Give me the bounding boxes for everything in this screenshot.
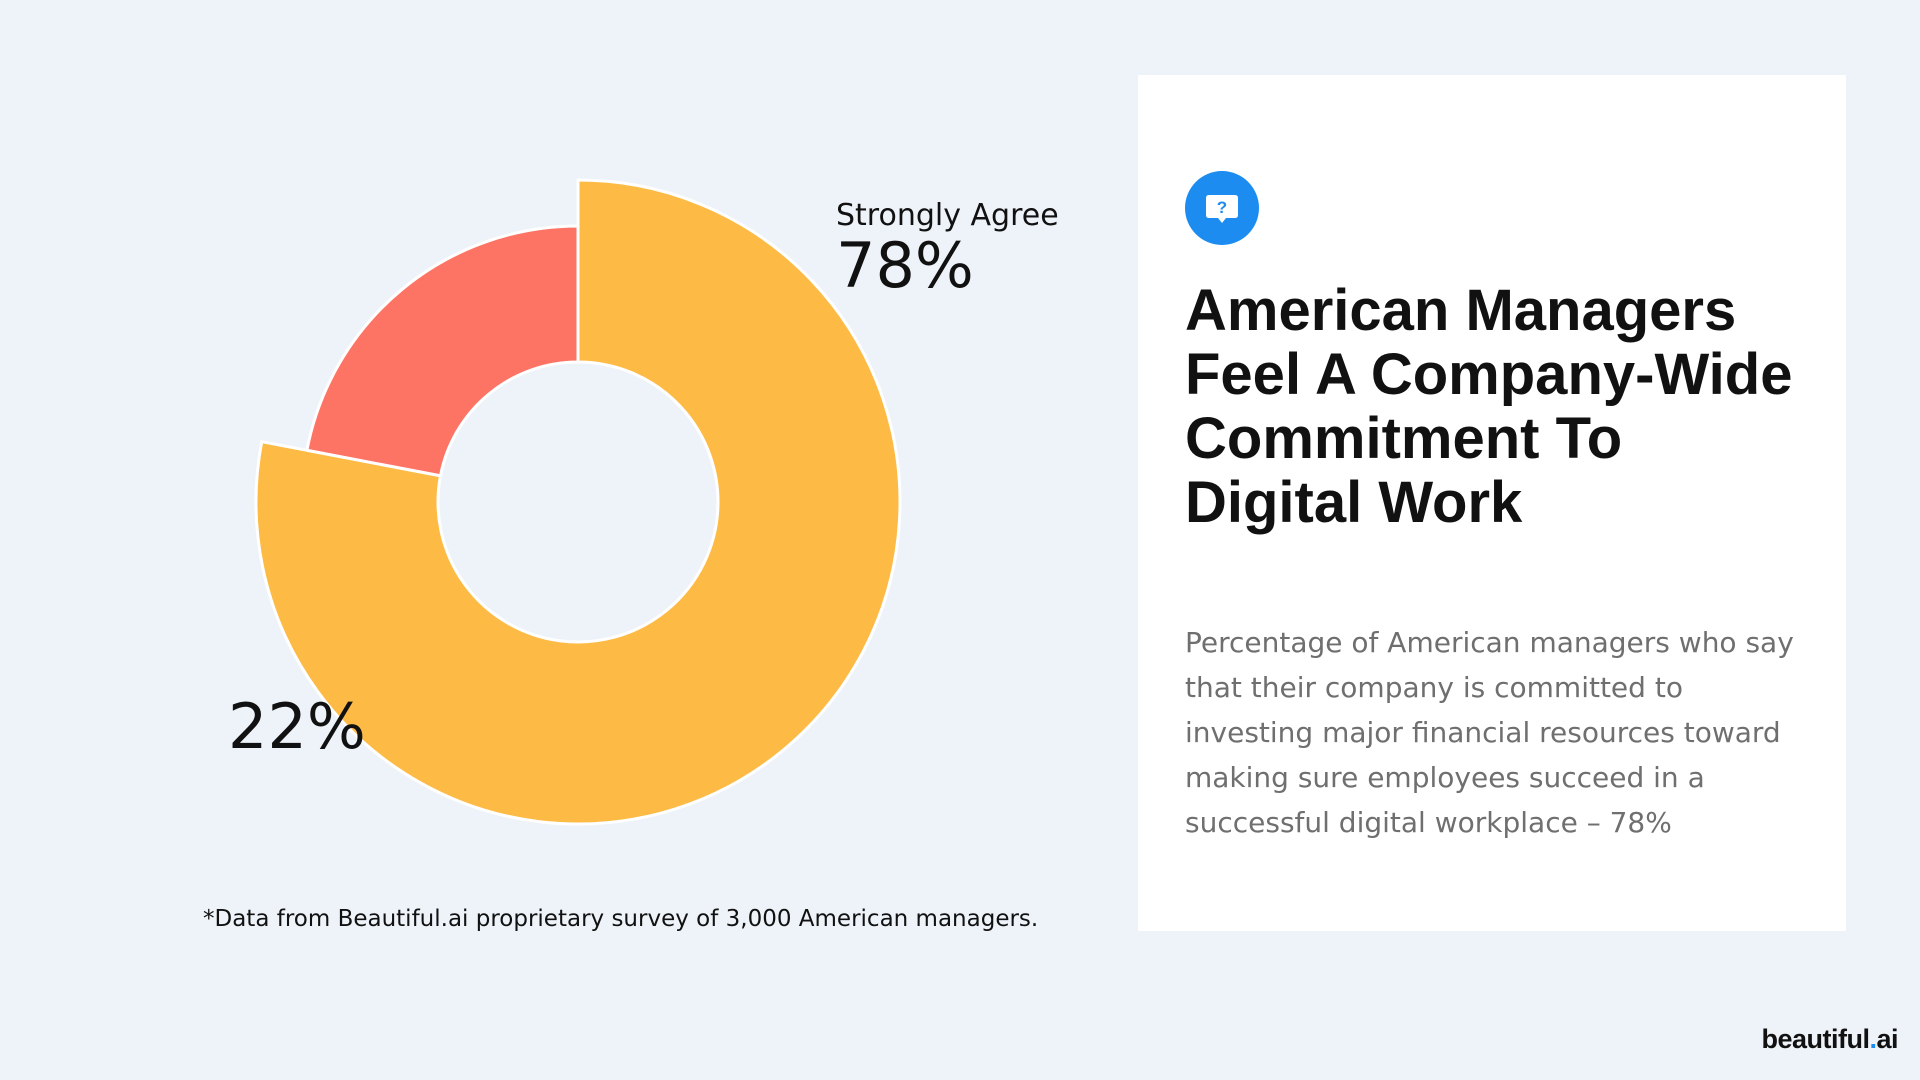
strongly-agree-label: Strongly Agree 78% bbox=[836, 199, 1059, 299]
card-description: Percentage of American managers who say … bbox=[1185, 626, 1794, 839]
info-card: ? American Managers Feel A Company-Wide … bbox=[1138, 75, 1846, 931]
footnote: *Data from Beautiful.ai proprietary surv… bbox=[203, 906, 1039, 932]
donut-slice-2 bbox=[305, 224, 580, 478]
card-title: American Managers Feel A Company-Wide Co… bbox=[1185, 278, 1793, 535]
donut-chart bbox=[254, 178, 902, 826]
brand-dot: . bbox=[1869, 1024, 1877, 1054]
donut-slice-1 bbox=[254, 178, 902, 826]
svg-text:?: ? bbox=[1217, 198, 1227, 217]
brand-logo: beautiful.ai bbox=[1761, 1024, 1898, 1055]
strongly-agree-name: Strongly Agree bbox=[836, 198, 1059, 233]
strongly-agree-value: 78% bbox=[836, 229, 974, 302]
brand-name-start: beautiful bbox=[1761, 1024, 1870, 1054]
brand-name-end: ai bbox=[1876, 1024, 1898, 1054]
other-value: 22% bbox=[228, 690, 366, 763]
other-label: 22% bbox=[228, 694, 366, 760]
question-bubble-icon: ? bbox=[1185, 171, 1259, 245]
